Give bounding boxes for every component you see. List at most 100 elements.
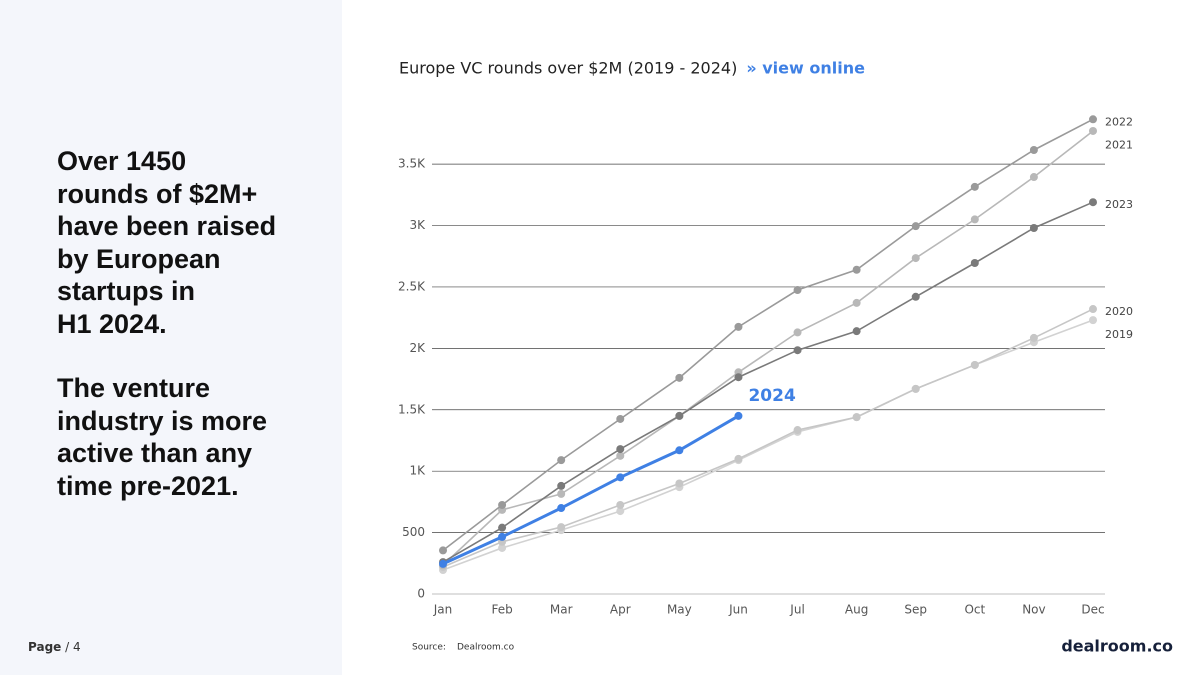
series-line — [442, 414, 740, 566]
x-tick-label: Dec — [1081, 603, 1104, 617]
source-label: Source: — [412, 643, 446, 653]
data-point — [911, 384, 920, 393]
data-point — [793, 346, 802, 355]
x-tick-label: Aug — [845, 603, 868, 617]
x-tick-label: Oct — [964, 603, 985, 617]
text-line: have been raised — [57, 211, 277, 241]
series-label: 2020 — [1105, 305, 1133, 318]
side-panel: Over 1450 rounds of $2M+ have been raised b… — [0, 0, 342, 675]
text-line: The venture — [57, 373, 211, 403]
data-point — [970, 215, 979, 224]
data-point — [439, 546, 447, 555]
data-point — [616, 445, 625, 454]
text-line: Over 1450 — [57, 146, 187, 176]
data-point — [498, 523, 507, 532]
data-point — [734, 411, 743, 420]
page-indicator: Page / 4 — [28, 640, 81, 654]
text-line: rounds of $2M+ — [57, 178, 258, 209]
x-tick-label: Mar — [550, 603, 573, 617]
series-label: 2021 — [1105, 138, 1133, 151]
view-online-link[interactable]: » view online — [746, 59, 865, 78]
y-tick-label: 1K — [409, 464, 426, 478]
data-point — [557, 481, 566, 490]
data-point — [734, 373, 743, 382]
headline: Over 1450 rounds of $2M+ have been raised b… — [57, 145, 276, 340]
series-line — [442, 201, 1094, 563]
data-point — [557, 523, 566, 532]
data-point — [911, 254, 920, 263]
page-label: Page — [28, 640, 62, 654]
x-tick-label: Jan — [433, 603, 453, 617]
data-point — [498, 532, 507, 541]
data-point — [616, 473, 625, 482]
data-point — [616, 414, 625, 423]
data-point — [439, 559, 447, 568]
x-tick-label: Jun — [728, 603, 748, 617]
data-point — [1089, 198, 1097, 207]
text-line: active than any — [57, 438, 253, 468]
data-point — [616, 451, 625, 460]
series-label: 2023 — [1105, 198, 1133, 211]
data-point — [734, 454, 743, 463]
data-point — [852, 298, 861, 307]
data-point — [793, 426, 802, 435]
data-point — [793, 328, 802, 337]
data-point — [1029, 333, 1038, 342]
text-line: by European — [57, 243, 221, 274]
logo: dealroom.co — [1061, 637, 1173, 656]
data-point — [970, 182, 979, 191]
data-point — [1089, 305, 1097, 314]
text-line: time pre-2021. — [57, 470, 239, 501]
y-tick-label: 2K — [409, 341, 426, 355]
data-point — [1089, 126, 1097, 135]
chart-title: Europe VC rounds over $2M (2019 - 2024) — [399, 59, 737, 78]
x-tick-label: Jul — [789, 603, 804, 617]
data-point — [852, 327, 861, 336]
data-point — [675, 373, 684, 382]
page-number: / 4 — [65, 640, 81, 654]
text-line: H1 2024. — [57, 308, 167, 339]
y-tick-label: 3.5K — [398, 157, 426, 171]
series-line — [442, 118, 1094, 552]
data-point — [616, 507, 625, 516]
series-label: 2022 — [1105, 115, 1133, 128]
x-tick-label: May — [667, 603, 692, 617]
series-label: 2024 — [748, 386, 795, 406]
y-tick-label: 500 — [402, 525, 425, 539]
data-point — [793, 286, 802, 295]
data-point — [498, 500, 507, 509]
series-line — [442, 130, 1094, 566]
data-point — [675, 479, 684, 488]
text-line: industry is more — [57, 405, 268, 436]
source: Dealroom.co — [457, 643, 515, 653]
data-point — [852, 265, 861, 274]
data-point — [911, 292, 920, 301]
text-line: startups in — [57, 276, 196, 306]
data-point — [557, 489, 566, 498]
subhead: The venture industry is more active than a… — [57, 372, 267, 502]
data-point — [675, 446, 684, 455]
data-point — [1089, 115, 1097, 124]
data-point — [1029, 223, 1038, 232]
y-tick-label: 2.5K — [398, 279, 426, 293]
x-tick-label: Apr — [610, 603, 631, 617]
series-line — [442, 308, 1094, 568]
y-tick-label: 1.5K — [398, 402, 426, 416]
data-point — [970, 360, 979, 369]
series-label: 2019 — [1105, 328, 1133, 341]
data-point — [557, 504, 566, 513]
y-tick-label: 3K — [409, 218, 426, 232]
data-point — [852, 413, 861, 422]
x-tick-label: Nov — [1022, 603, 1045, 617]
data-point — [734, 322, 743, 331]
data-point — [1029, 173, 1038, 182]
data-point — [557, 456, 566, 465]
data-point — [911, 222, 920, 231]
x-tick-label: Feb — [491, 603, 512, 617]
data-point — [616, 500, 625, 509]
y-tick-label: 0 — [417, 587, 425, 601]
x-tick-label: Sep — [904, 603, 927, 617]
data-point — [1089, 316, 1097, 325]
